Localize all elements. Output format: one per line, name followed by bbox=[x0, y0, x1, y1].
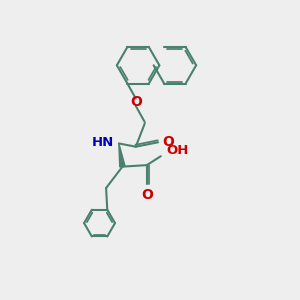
Text: O: O bbox=[141, 188, 153, 202]
Text: OH: OH bbox=[167, 144, 189, 158]
Text: O: O bbox=[130, 95, 142, 109]
Polygon shape bbox=[119, 143, 125, 167]
Text: HN: HN bbox=[91, 136, 113, 149]
Text: O: O bbox=[162, 135, 174, 149]
